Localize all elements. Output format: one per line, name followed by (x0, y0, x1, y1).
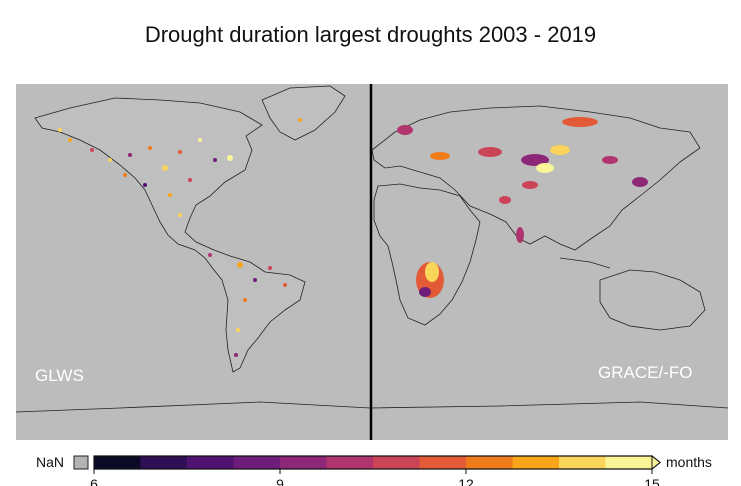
colorbar-tick-label: 15 (644, 476, 660, 486)
colorbar-ticks: 6 9 12 15 (90, 469, 660, 486)
map-title: Drought duration largest droughts 2003 -… (144, 22, 597, 47)
colorbar-swatch (605, 456, 653, 469)
colorbar-swatch (326, 456, 374, 469)
nan-swatch (73, 455, 89, 470)
glws-drought-speckles (58, 118, 302, 357)
colorbar-swatch (373, 456, 420, 469)
colorbar (93, 454, 661, 471)
americas-landmass (34, 85, 346, 373)
colorbar-swatch (187, 456, 234, 469)
colorbar-tick-label: 12 (458, 476, 474, 486)
colorbar-unit-label: months (666, 454, 712, 470)
glws-label: GLWS (35, 366, 84, 385)
colorbar-swatch (512, 456, 560, 469)
colorbar-swatch (233, 456, 281, 469)
grace-label: GRACE/-FO (598, 363, 692, 382)
colorbar-swatch (94, 456, 141, 469)
colorbar-tick-label: 6 (90, 476, 98, 486)
colorbar-swatch (419, 456, 467, 469)
colorbar-swatch (140, 456, 188, 469)
colorbar-tick-label: 9 (276, 476, 284, 486)
colorbar-extend-arrow (651, 454, 661, 471)
nan-label: NaN (36, 454, 64, 470)
colorbar-swatch (280, 456, 327, 469)
colorbar-swatch (559, 456, 606, 469)
colorbar-swatch (466, 456, 513, 469)
grace-drought-blobs (397, 117, 648, 298)
